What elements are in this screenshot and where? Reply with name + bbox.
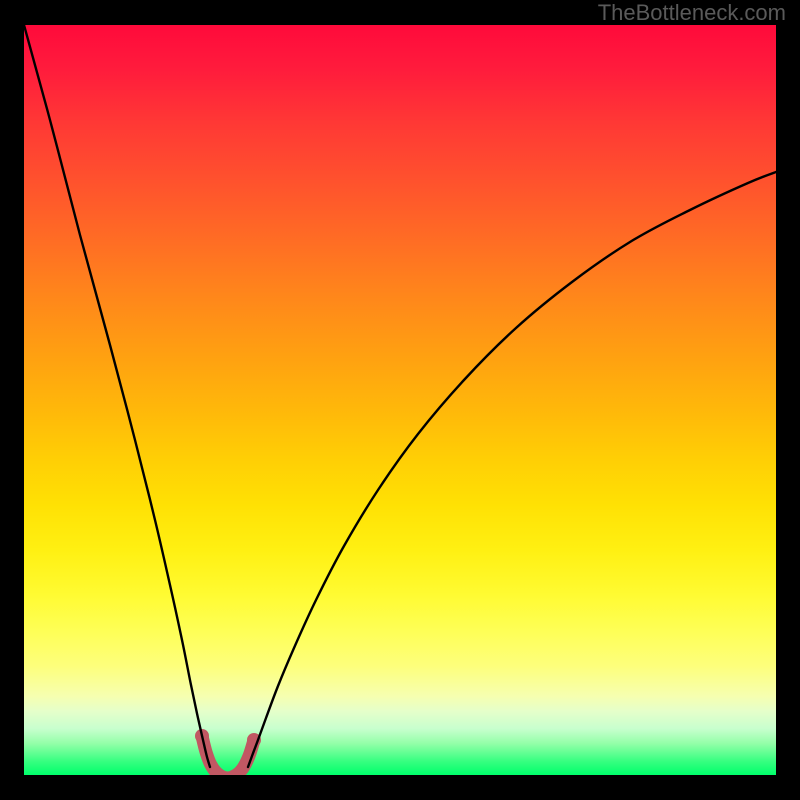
watermark-text: TheBottleneck.com bbox=[598, 2, 786, 24]
chart-stage: TheBottleneck.com bbox=[0, 0, 800, 800]
plot-background bbox=[24, 25, 776, 775]
chart-svg bbox=[0, 0, 800, 800]
